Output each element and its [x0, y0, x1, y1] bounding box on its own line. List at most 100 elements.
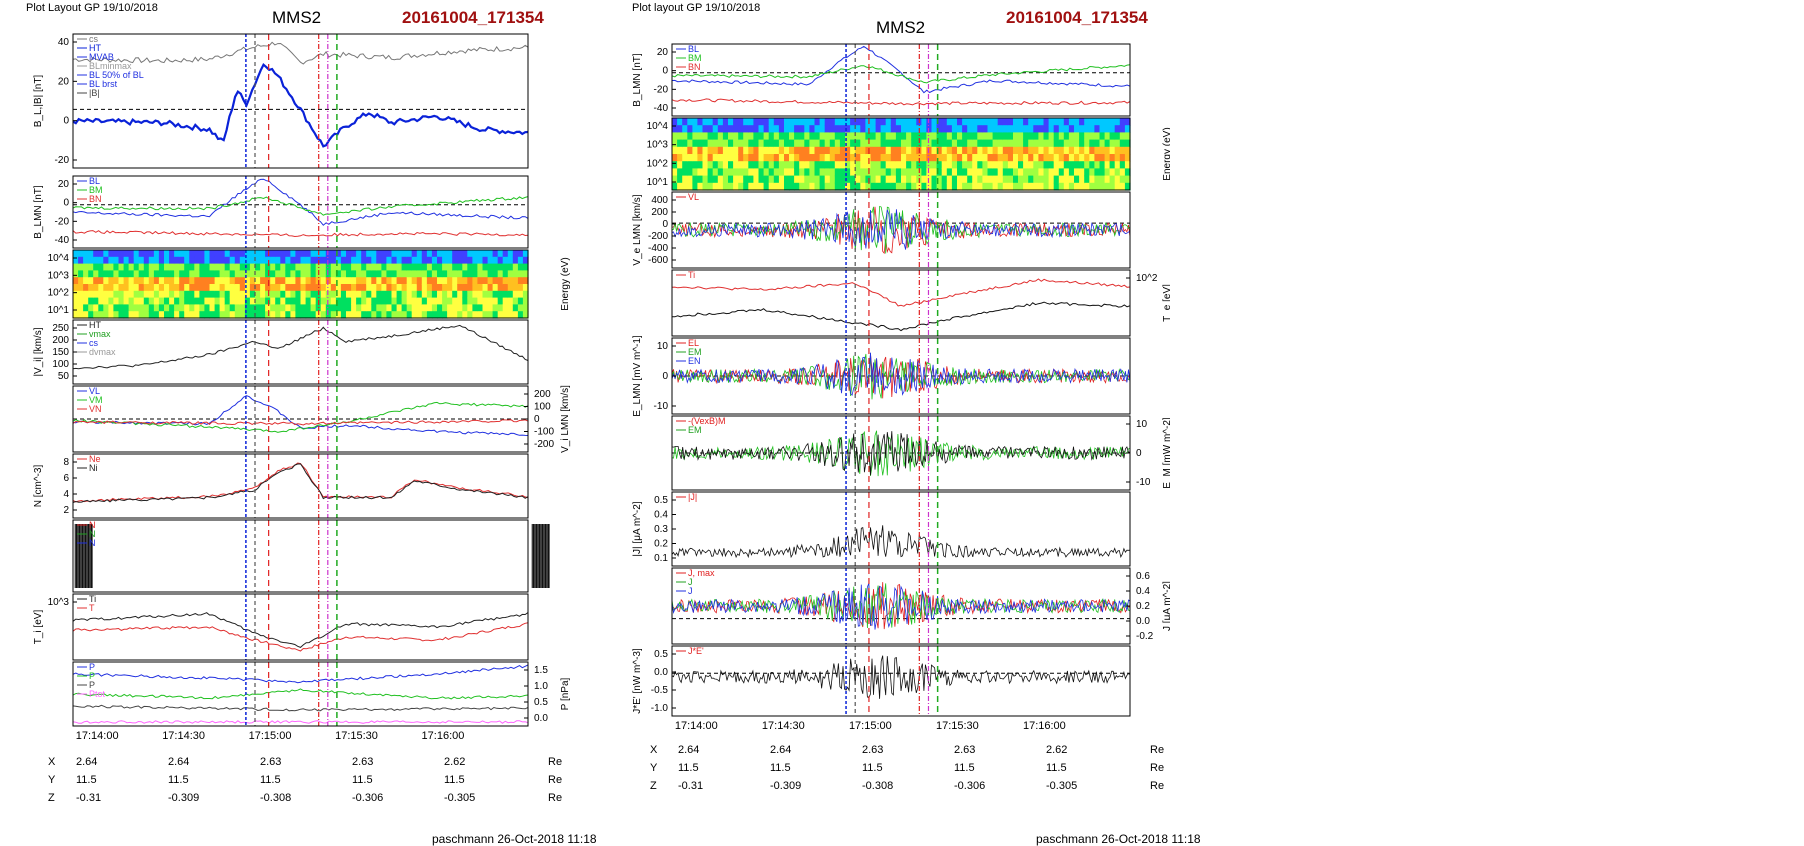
- spectrogram-cell: [507, 311, 514, 319]
- spectrogram-cell: [1104, 182, 1111, 191]
- spectrogram-cell: [722, 132, 729, 141]
- spectrogram-cell: [1023, 125, 1029, 133]
- spectrogram-cell: [982, 161, 989, 169]
- spectrogram-cell: [697, 146, 704, 155]
- spectrogram-cell: [113, 250, 120, 258]
- spectrogram-cell: [199, 250, 206, 258]
- spectrogram-cell: [784, 139, 790, 148]
- spectrogram-cell: [482, 250, 489, 258]
- spectrogram-cell: [158, 263, 165, 271]
- spectrogram-cell: [158, 284, 165, 292]
- spectrogram-cell: [778, 168, 785, 177]
- spectrogram-cell: [1089, 168, 1095, 177]
- spectrogram-cell: [931, 125, 938, 133]
- spectrogram-cell: [265, 256, 271, 265]
- spectrogram-cell: [437, 297, 443, 305]
- spectrogram-cell: [467, 250, 473, 258]
- legend-label: J, max: [688, 568, 715, 578]
- spectrogram-cell: [351, 290, 357, 299]
- spectrogram-cell: [804, 139, 810, 148]
- spectrogram-cell: [73, 250, 79, 258]
- spectrogram-cell: [123, 256, 130, 265]
- y-axis-label: N [cm^-3]: [33, 465, 44, 508]
- spectrogram-cell: [128, 270, 135, 278]
- spectrogram-cell: [911, 154, 917, 162]
- y-tick-label: -0.2: [1136, 631, 1154, 642]
- spectrogram-cell: [946, 132, 953, 141]
- legend-label: N: [89, 538, 96, 548]
- spectrogram-cell: [1048, 132, 1055, 141]
- spectrogram-cell: [1114, 154, 1121, 162]
- legend-label: BL: [89, 176, 100, 186]
- spectrogram-cell: [748, 139, 754, 148]
- spectrogram-cell: [982, 125, 989, 133]
- spectrogram-cell: [987, 175, 994, 184]
- spectrogram-cell: [1038, 161, 1045, 169]
- spectrogram-cell: [386, 256, 393, 265]
- spectrogram-cell: [809, 146, 816, 155]
- spectrogram-cell: [416, 297, 423, 305]
- spectrogram-cell: [870, 168, 877, 177]
- spectrogram-cell: [992, 139, 999, 148]
- spectrogram-cell: [982, 139, 989, 148]
- spectrogram-cell: [672, 125, 678, 133]
- spectrogram-cell: [845, 168, 851, 177]
- spectrogram-cell: [1013, 146, 1019, 155]
- y-tick-label: 10^1: [48, 305, 70, 316]
- y-tick-label: -600: [648, 255, 668, 266]
- spectrogram-cell: [707, 118, 714, 126]
- spectrogram-cell: [1023, 132, 1029, 141]
- spectrogram-cell: [406, 311, 413, 319]
- spectrogram-cell: [768, 118, 775, 126]
- panel-frame: [671, 645, 1131, 717]
- spectrogram-cell: [1099, 175, 1106, 184]
- spectrogram-cell: [229, 311, 236, 319]
- spectrogram-cell: [890, 182, 897, 191]
- series-P2: [72, 688, 529, 700]
- spectrogram-cell: [442, 284, 448, 292]
- spectrogram-cell: [153, 304, 160, 312]
- spectrogram-cell: [426, 311, 433, 319]
- series-VM: [72, 401, 529, 433]
- spectrogram-cell: [951, 161, 958, 169]
- spectrogram-cell: [809, 175, 816, 184]
- spectrogram-cell: [462, 284, 468, 292]
- spectrogram-cell: [677, 182, 683, 191]
- spectrogram-cell: [931, 118, 938, 126]
- spectrogram-cell: [467, 263, 473, 271]
- spectrogram-cell: [1002, 154, 1009, 162]
- spectrogram-cell: [951, 182, 958, 191]
- spectrogram-cell: [199, 311, 206, 319]
- spectrogram-cell: [957, 132, 963, 141]
- spectrogram-cell: [895, 175, 902, 184]
- spectrogram-cell: [814, 125, 821, 133]
- spectrogram-cell: [138, 270, 145, 278]
- spectrogram-cell: [482, 284, 489, 292]
- spectrogram-cell: [677, 146, 683, 155]
- spectrogram-cell: [850, 154, 856, 162]
- spectrogram-cell: [1084, 125, 1090, 133]
- spectrogram-cell: [951, 175, 958, 184]
- spectrogram-cell: [199, 270, 206, 278]
- spectrogram-cell: [300, 284, 307, 292]
- spectrogram-cell: [901, 118, 907, 126]
- spectrogram-cell: [738, 154, 744, 162]
- spectrogram-cell: [270, 284, 276, 292]
- spectrogram-cell: [987, 125, 994, 133]
- spectrogram-cell: [1104, 139, 1111, 148]
- spectrogram-cell: [890, 146, 897, 155]
- spectrogram-cell: [1053, 168, 1060, 177]
- spectrogram-cell: [804, 154, 810, 162]
- spectrogram-cell: [692, 161, 699, 169]
- series-Te: [671, 301, 1131, 332]
- spectrogram-cell: [743, 118, 749, 126]
- spectrogram-cell: [1124, 168, 1131, 177]
- spectrogram-cell: [401, 256, 408, 265]
- spectrogram-cell: [951, 118, 958, 126]
- spectrogram-cell: [78, 277, 84, 285]
- spectrogram-cell: [325, 297, 332, 305]
- spectrogram-cell: [517, 277, 524, 285]
- spectrogram-cell: [926, 146, 933, 155]
- spectrogram-cell: [697, 168, 704, 177]
- y-axis-label: T_e [eV]: [1162, 284, 1170, 322]
